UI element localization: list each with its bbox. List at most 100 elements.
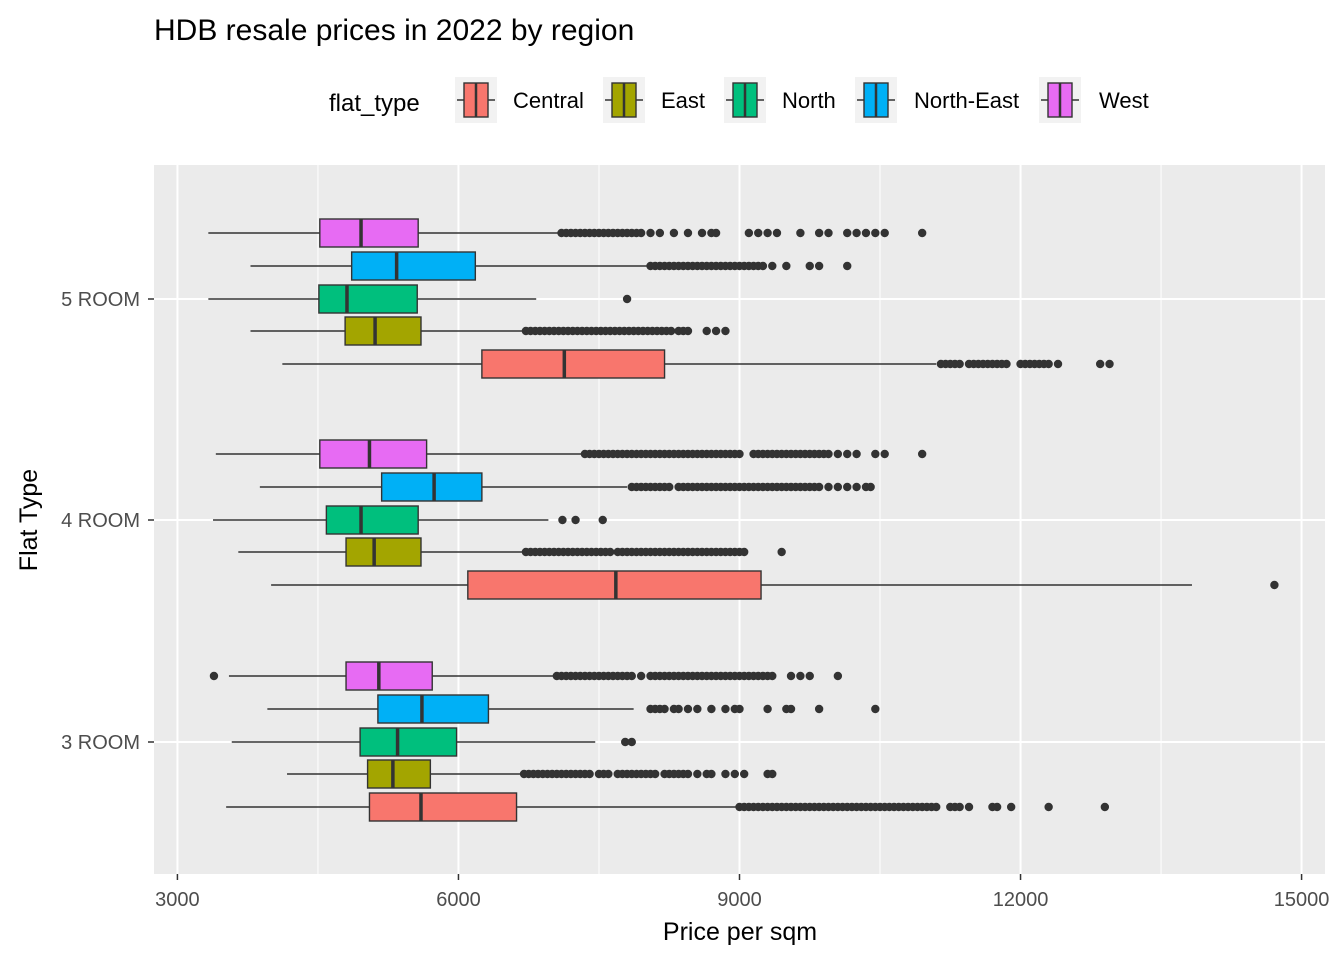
box	[368, 792, 518, 822]
series-north-east	[250, 251, 880, 724]
outlier-point	[739, 547, 749, 557]
outlier-point	[1105, 359, 1114, 369]
box	[380, 472, 483, 502]
outlier-point	[739, 769, 749, 779]
x-tick-label: 15000	[1274, 889, 1330, 911]
outlier-point	[866, 482, 875, 492]
box	[319, 218, 419, 248]
outlier-point	[606, 547, 615, 557]
outlier-point	[763, 704, 772, 714]
y-axis: 3 ROOM 4 ROOM 5 ROOM	[61, 289, 154, 754]
legend-item: West	[1039, 77, 1149, 123]
outlier-point	[683, 228, 693, 238]
outlier-point	[917, 228, 927, 238]
box	[345, 537, 422, 567]
outlier-point	[621, 737, 630, 747]
outlier-point	[763, 228, 772, 238]
outlier-point	[697, 228, 707, 238]
legend-label: North	[782, 88, 836, 113]
outlier-point	[772, 228, 782, 238]
series-north	[208, 284, 636, 757]
outlier-point	[660, 704, 669, 714]
x-tick-label: 6000	[436, 889, 481, 911]
outlier-point	[693, 769, 702, 779]
boxplot	[215, 439, 927, 469]
outlier-point	[1053, 359, 1063, 369]
outlier-point	[814, 228, 824, 238]
series-east	[238, 316, 786, 789]
boxplot	[271, 570, 1279, 600]
outlier-point	[992, 802, 1002, 812]
box	[481, 349, 666, 379]
box	[325, 505, 419, 535]
chart-title: HDB resale prices in 2022 by region	[154, 14, 634, 47]
outlier-point	[1095, 359, 1105, 369]
outlier-point	[702, 326, 711, 336]
outlier-point	[669, 228, 679, 238]
outlier-point	[683, 326, 693, 336]
outlier-point	[824, 228, 833, 238]
legend-item: North-East	[855, 77, 1019, 123]
boxplot	[250, 251, 852, 281]
outlier-point	[735, 704, 744, 714]
outlier-point	[646, 228, 655, 238]
outlier-point	[843, 482, 852, 492]
y-tick-label: 3 ROOM	[61, 732, 140, 754]
outlier-point	[711, 326, 721, 336]
outlier-point	[693, 704, 702, 714]
outlier-point	[824, 482, 833, 492]
outlier-point	[814, 261, 824, 271]
legend-item: North	[724, 77, 836, 123]
outlier-point	[768, 769, 777, 779]
boxplot	[226, 792, 1110, 822]
boxplot	[238, 537, 786, 567]
outlier-point	[674, 704, 683, 714]
outlier-point	[796, 228, 805, 238]
outlier-point	[707, 769, 716, 779]
outlier-point	[777, 547, 786, 557]
outlier-point	[955, 802, 964, 812]
outlier-point	[1044, 359, 1053, 369]
outlier-point	[871, 704, 880, 714]
outlier-point	[852, 449, 861, 459]
boxplot	[250, 316, 730, 346]
y-tick-label: 5 ROOM	[61, 289, 140, 311]
outlier-point	[707, 704, 716, 714]
legend-item: East	[603, 77, 705, 123]
legend-label: West	[1099, 88, 1149, 113]
boxplot	[267, 694, 880, 724]
legend-item: Central	[455, 77, 584, 123]
outlier-point	[209, 671, 219, 681]
outlier-point	[622, 294, 632, 304]
box	[377, 694, 490, 724]
outlier-point	[711, 228, 721, 238]
outlier-point	[852, 228, 861, 238]
outlier-point	[955, 359, 964, 369]
outlier-point	[721, 769, 730, 779]
outlier-point	[604, 769, 613, 779]
outlier-point	[917, 449, 927, 459]
outlier-point	[650, 769, 660, 779]
box	[359, 727, 458, 757]
outlier-point	[786, 704, 796, 714]
outlier-point	[843, 449, 852, 459]
box	[350, 251, 477, 281]
outlier-point	[585, 769, 594, 779]
outlier-point	[786, 671, 796, 681]
legend-title: flat_type	[329, 90, 420, 117]
outlier-point	[833, 671, 843, 681]
outlier-point	[730, 769, 740, 779]
outlier-point	[871, 449, 880, 459]
boxplot	[208, 284, 632, 314]
series-west	[208, 218, 927, 691]
legend-label: East	[661, 88, 705, 113]
outlier-point	[805, 261, 814, 271]
outlier-point	[833, 449, 843, 459]
boxplot	[282, 349, 1114, 379]
boxplot	[213, 505, 607, 535]
outlier-point	[636, 671, 646, 681]
outlier-point	[1002, 359, 1011, 369]
outlier-point	[964, 802, 974, 812]
outlier-point	[833, 482, 843, 492]
